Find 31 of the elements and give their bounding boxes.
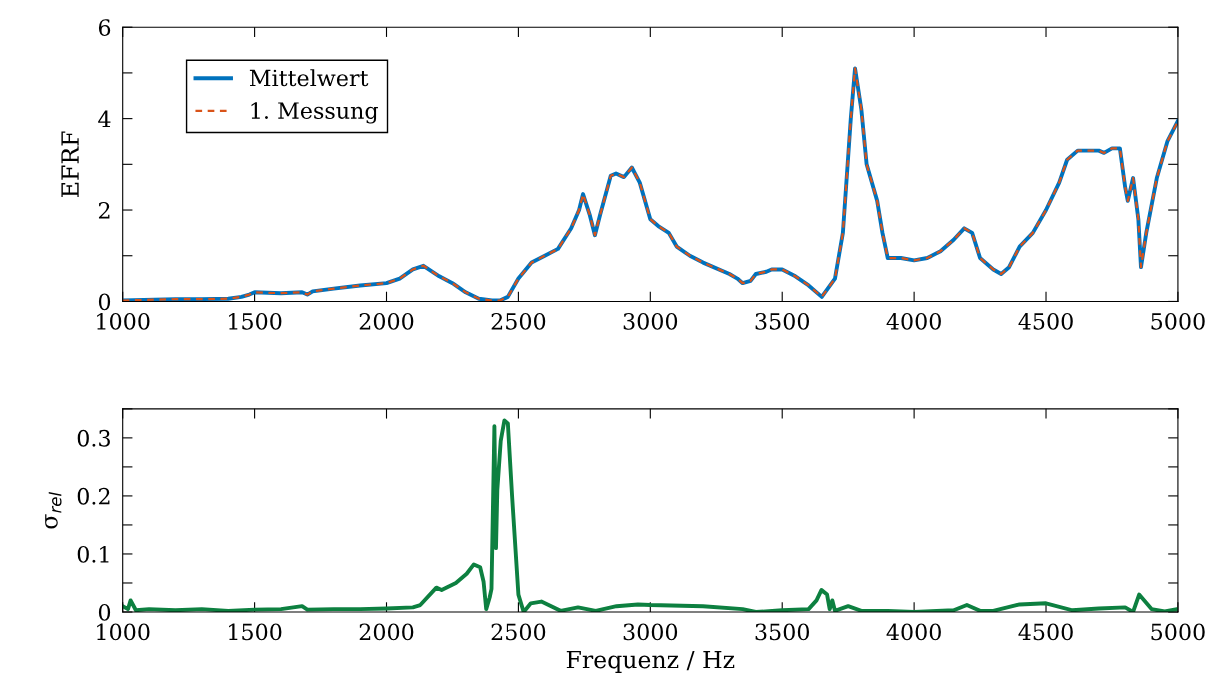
x-tick-label: 4500 xyxy=(1018,312,1073,330)
x-tick-label: 1000 xyxy=(97,623,150,641)
y-axis-title: EFRF xyxy=(61,131,79,197)
y-tick-label: 0 xyxy=(98,293,111,311)
x-tick-label: 4000 xyxy=(886,312,941,330)
x-tick-label: 1500 xyxy=(229,312,282,330)
x-tick-label: 3500 xyxy=(755,312,810,330)
x-tick-label: 4500 xyxy=(1018,623,1073,641)
x-tick-label: 3500 xyxy=(755,623,810,641)
x-tick-label: 1500 xyxy=(229,623,282,641)
x-tick-label: 2000 xyxy=(359,623,414,641)
y-tick-label: 0 xyxy=(98,603,111,621)
x-tick-label: 2500 xyxy=(491,623,546,641)
y-tick-label: 6 xyxy=(98,19,111,36)
x-tick-label: 2500 xyxy=(491,312,546,330)
x-tick-label: 4000 xyxy=(886,623,941,641)
x-tick-label: 5000 xyxy=(1151,312,1205,330)
x-tick-label: 3000 xyxy=(623,312,678,330)
y-tick-label: 2 xyxy=(98,201,110,219)
legend-label: 1. Messung xyxy=(251,102,378,124)
x-tick-label: 5000 xyxy=(1151,623,1205,641)
x-axis-title: Frequenz / Hz xyxy=(566,650,735,674)
legend-label: Mittelwert xyxy=(249,69,369,87)
x-tick-label: 2000 xyxy=(359,312,414,330)
y-tick-label: 0.2 xyxy=(77,487,110,505)
y-axis-title: σ$_{rel}$ xyxy=(45,491,62,529)
y-tick-label: 0.1 xyxy=(77,545,109,563)
y-tick-label: 0.3 xyxy=(77,429,110,447)
y-tick-label: 4 xyxy=(98,110,111,128)
x-tick-label: 3000 xyxy=(623,623,678,641)
x-tick-label: 1000 xyxy=(97,312,150,330)
